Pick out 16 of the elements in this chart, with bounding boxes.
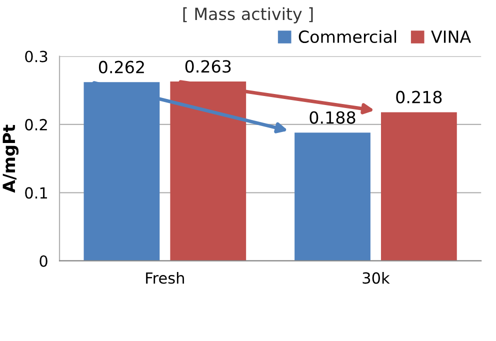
y-tick-label: 0	[40, 255, 48, 267]
x-tick-label: Fresh	[146, 272, 184, 284]
y-tick-label: 0.2	[25, 118, 47, 130]
data-label: 0.262	[98, 60, 144, 74]
data-label: 0.188	[310, 111, 356, 124]
bar	[294, 132, 370, 261]
y-tick-label: 0.1	[25, 187, 47, 199]
bar	[380, 112, 457, 261]
x-tick-label: 30k	[362, 272, 390, 284]
y-tick-label: 0.3	[25, 50, 48, 62]
legend-label: VINA	[431, 30, 471, 43]
y-axis-title: A/mgPt	[2, 124, 19, 193]
legend-label: Commercial	[298, 30, 396, 44]
data-label: 0.218	[396, 90, 442, 104]
data-label: 0.263	[185, 60, 231, 73]
chart-title: [ Mass activity ]	[183, 7, 313, 24]
